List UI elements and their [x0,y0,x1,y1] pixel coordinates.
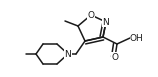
Text: OH: OH [130,33,144,43]
Text: O: O [112,53,118,62]
Text: N: N [103,17,109,26]
Text: O: O [88,10,94,19]
Text: N: N [65,50,71,59]
